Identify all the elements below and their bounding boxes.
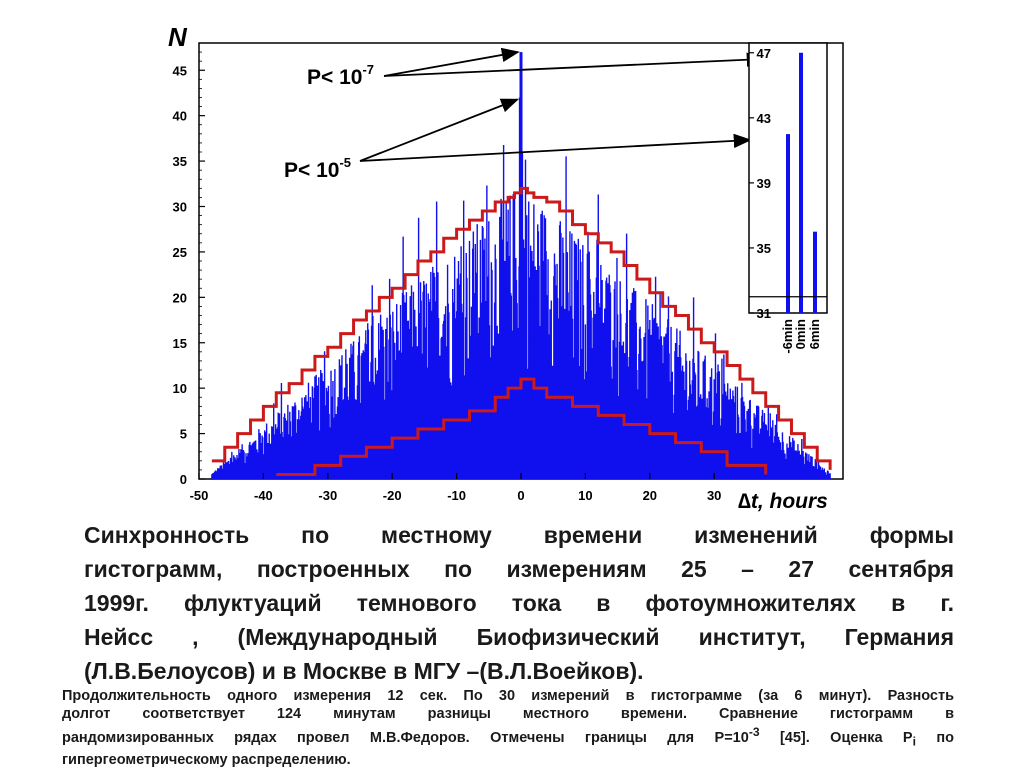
annotation-arrow [383, 47, 520, 77]
x-tick-label: -50 [190, 488, 209, 503]
annotation-arrows [359, 47, 765, 162]
x-tick-label: -30 [318, 488, 337, 503]
y-tick-label: 35 [173, 154, 187, 169]
caption-main: Синхронность по местному времени изменен… [62, 518, 954, 688]
inset-y-tick-label: 39 [757, 176, 771, 191]
annotation-p-1e-7-exponent: -7 [362, 62, 374, 77]
y-tick-label: 40 [173, 109, 187, 124]
inset-y-tick-label: 35 [757, 241, 771, 256]
annotation-arrow [359, 98, 520, 162]
y-tick-label: 20 [173, 290, 187, 305]
caption-note-exponent: -3 [748, 725, 760, 739]
main-axis-labels: 0 5 10 15 20 25 30 35 40 45 -50 -40 -30 -20 -10 0 10 20 30 [173, 63, 722, 503]
annotation-p-1e-5-exponent: -5 [339, 155, 351, 170]
caption-note-line-3-b: [45]. Оценка P [759, 729, 913, 746]
main-axis-ticks [198, 51, 715, 480]
y-tick-label: 15 [173, 336, 187, 351]
caption-main-line-2: гистограмм, построенных по измерениям 25… [84, 556, 954, 582]
y-tick-label: 10 [173, 381, 187, 396]
inset-category-label: -6min [780, 319, 795, 354]
inset-bar [813, 231, 817, 313]
caption-note-line-3: рандомизированных рядах провел М.В.Федор… [62, 723, 954, 751]
upper-bound-line [211, 186, 832, 470]
x-tick-label: 0 [517, 488, 524, 503]
caption-note-line-1: Продолжительность одного измерения 12 се… [62, 688, 954, 704]
caption-note: Продолжительность одного измерения 12 се… [62, 687, 954, 769]
caption-main-line-4: Нейсс , (Международный Биофизический инс… [84, 624, 954, 650]
annotation-p-1e-5: P< 10-5 [284, 155, 351, 182]
histogram-peak-bars [518, 52, 524, 479]
inset-bar [786, 134, 790, 313]
y-tick-label: 0 [180, 472, 187, 487]
inset-bars [786, 52, 817, 314]
caption-main-line-5: (Л.В.Белоусов) и в Москве в МГУ –(В.Л.Во… [84, 658, 644, 684]
caption-main-line-3: 1999г. флуктуаций темнового тока в фотоу… [84, 590, 954, 616]
peak-bar [520, 152, 524, 479]
annotation-arrow [359, 133, 752, 162]
caption-note-line-4: гипергеометрическому распределению. [62, 751, 351, 768]
inset-y-tick-label: 31 [757, 306, 771, 321]
inset-y-tick-label: 43 [757, 111, 771, 126]
histogram-chart: 0 5 10 15 20 25 30 35 40 45 -50 -40 -30 -20 -10 0 10 20 30… [168, 22, 844, 513]
y-tick-label: 45 [173, 63, 187, 78]
y-axis-symbol: N [168, 22, 188, 52]
inset-category-label: 6min [807, 319, 822, 349]
caption-note-line-2: долгот соответствует 124 минутам разницы… [62, 706, 954, 722]
annotation-p-1e-7-base: P< 10 [307, 66, 362, 89]
y-tick-label: 25 [173, 245, 187, 260]
annotation-p-1e-5-base: P< 10 [284, 159, 339, 182]
lower-bound-line [276, 377, 768, 476]
caption-main-line-1: Синхронность по местному времени изменен… [84, 522, 954, 548]
inset-category-label: 0min [793, 319, 808, 349]
x-tick-label: 30 [707, 488, 721, 503]
x-tick-label: 20 [643, 488, 657, 503]
caption-note-line-3-a: рандомизированных рядах провел М.В.Федор… [62, 729, 749, 746]
caption-note-subscript: i [912, 734, 916, 749]
y-tick-label: 30 [173, 200, 187, 215]
x-tick-label: -20 [383, 488, 402, 503]
inset-bar [799, 52, 803, 314]
x-tick-label: -40 [254, 488, 273, 503]
x-tick-label: -10 [447, 488, 466, 503]
annotation-arrow [383, 52, 765, 77]
x-tick-label: 10 [578, 488, 592, 503]
x-axis-title: ∆t, hours [738, 490, 828, 513]
caption-note-line-3-c: по [915, 729, 954, 746]
y-tick-label: 5 [180, 427, 187, 442]
inset-y-tick-label: 47 [757, 46, 771, 61]
annotation-p-1e-7: P< 10-7 [307, 62, 374, 89]
